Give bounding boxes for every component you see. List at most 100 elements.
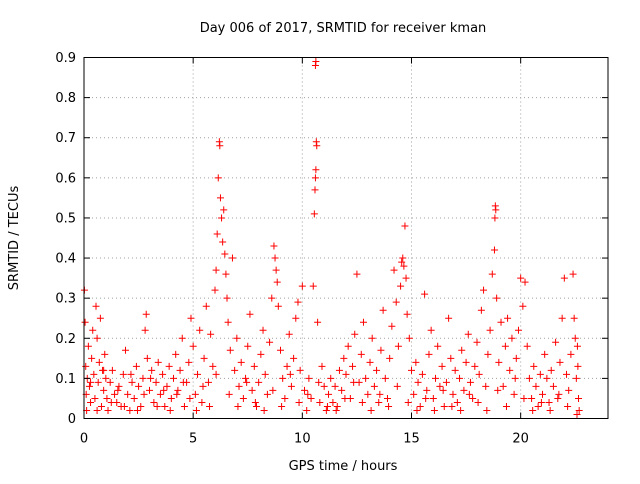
data-point: [311, 174, 319, 182]
data-point: [244, 342, 252, 350]
data-point: [416, 402, 424, 410]
data-point: [572, 374, 580, 382]
data-point: [233, 334, 241, 342]
data-point: [102, 374, 110, 382]
data-point: [111, 390, 119, 398]
data-point: [153, 402, 161, 410]
data-point: [358, 398, 366, 406]
data-point: [392, 298, 400, 306]
data-point: [376, 390, 384, 398]
data-point: [370, 382, 378, 390]
data-point: [108, 366, 116, 374]
data-point: [397, 282, 405, 290]
data-point: [342, 370, 350, 378]
data-point: [287, 382, 295, 390]
data-point: [216, 194, 224, 202]
data-point: [494, 386, 502, 394]
data-point: [204, 378, 212, 386]
data-point: [93, 334, 101, 342]
data-point: [504, 314, 512, 322]
data-point: [322, 406, 330, 414]
data-point: [475, 370, 483, 378]
data-point: [119, 370, 127, 378]
data-point: [309, 282, 317, 290]
data-point: [558, 314, 566, 322]
data-point: [439, 386, 447, 394]
data-point: [502, 402, 510, 410]
data-point: [469, 394, 477, 402]
data-point: [310, 210, 318, 218]
data-point: [405, 334, 413, 342]
data-point: [351, 330, 359, 338]
data-point: [167, 394, 175, 402]
data-point: [242, 374, 250, 382]
data-point: [285, 330, 293, 338]
data-point: [96, 314, 104, 322]
data-point: [418, 370, 426, 378]
data-point: [541, 350, 549, 358]
data-point: [239, 394, 247, 402]
data-point: [492, 206, 500, 214]
data-point: [499, 382, 507, 390]
data-point: [252, 402, 260, 410]
data-point: [225, 390, 233, 398]
data-point: [235, 382, 243, 390]
data-point: [152, 378, 160, 386]
data-point: [207, 330, 215, 338]
data-point: [514, 326, 522, 334]
data-point: [179, 378, 187, 386]
data-point: [440, 402, 448, 410]
data-point: [381, 374, 389, 382]
plot-frame: [83, 57, 609, 419]
data-point: [243, 378, 251, 386]
data-point: [187, 314, 195, 322]
data-point: [545, 398, 553, 406]
data-point: [404, 398, 412, 406]
data-point: [447, 354, 455, 362]
data-point: [189, 342, 197, 350]
data-point: [148, 366, 156, 374]
data-point: [474, 398, 482, 406]
data-point: [133, 406, 141, 414]
data-point: [100, 386, 108, 394]
data-point: [471, 362, 479, 370]
data-point: [142, 310, 150, 318]
data-point: [266, 338, 274, 346]
data-point: [107, 398, 115, 406]
data-point: [482, 382, 490, 390]
data-point: [219, 238, 227, 246]
data-point: [92, 302, 100, 310]
data-point: [434, 342, 442, 350]
data-point: [263, 390, 271, 398]
data-point: [213, 230, 221, 238]
data-point: [560, 274, 568, 282]
data-point: [170, 374, 178, 382]
y-tick-label: 0.2: [55, 332, 76, 347]
data-point: [523, 342, 531, 350]
data-point: [536, 370, 544, 378]
data-point: [442, 378, 450, 386]
data-point: [497, 318, 505, 326]
data-point: [314, 318, 322, 326]
data-point: [484, 350, 492, 358]
x-tick-label: 20: [512, 432, 529, 447]
data-point: [237, 358, 245, 366]
data-point: [529, 406, 537, 414]
data-point: [359, 318, 367, 326]
data-point: [480, 286, 488, 294]
data-point: [555, 390, 563, 398]
data-point: [137, 402, 145, 410]
data-point: [200, 354, 208, 362]
data-point: [191, 390, 199, 398]
data-point: [91, 394, 99, 402]
data-point: [176, 366, 184, 374]
data-point: [97, 402, 105, 410]
data-point: [573, 342, 581, 350]
data-point: [255, 378, 263, 386]
chart-title: Day 006 of 2017, SRMTID for receiver kma…: [200, 21, 487, 36]
data-point: [458, 346, 466, 354]
data-point: [212, 370, 220, 378]
data-point: [221, 250, 229, 258]
data-point: [272, 266, 280, 274]
data-point: [335, 366, 343, 374]
